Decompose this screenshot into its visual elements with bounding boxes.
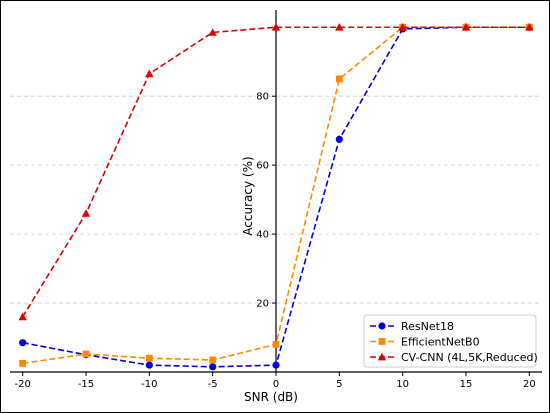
y-axis-title: Accuracy (%) bbox=[241, 156, 255, 235]
data-point bbox=[271, 23, 281, 31]
data-point bbox=[272, 361, 280, 369]
data-point bbox=[145, 69, 154, 78]
x-tick-label: -20 bbox=[14, 379, 30, 390]
legend-label: ResNet18 bbox=[401, 320, 454, 333]
data-point bbox=[82, 350, 90, 358]
legend-label: CV-CNN (4L,5K,Reduced) bbox=[401, 351, 538, 364]
data-point bbox=[272, 341, 280, 348]
data-point bbox=[81, 209, 91, 217]
x-axis-title: SNR (dB) bbox=[244, 390, 298, 404]
x-tick-label: 0 bbox=[273, 379, 279, 390]
x-tick-label: -15 bbox=[78, 379, 94, 390]
y-tick-label: 80 bbox=[256, 92, 269, 103]
legend-swatch-marker bbox=[378, 338, 386, 345]
data-point bbox=[461, 23, 471, 31]
data-point bbox=[525, 23, 534, 31]
series-layer bbox=[18, 23, 534, 371]
legend-item: CV-CNN (4L,5K,Reduced) bbox=[370, 351, 538, 364]
legend-swatch-marker bbox=[377, 352, 387, 361]
legend-box bbox=[363, 314, 537, 368]
legend-item: EfficientNetB0 bbox=[370, 336, 480, 349]
legend-item: ResNet18 bbox=[370, 320, 454, 333]
data-point bbox=[18, 312, 27, 321]
x-tick-label: -5 bbox=[208, 379, 218, 390]
data-point bbox=[335, 75, 343, 83]
legend-swatch-marker bbox=[378, 322, 386, 330]
x-tick-label: 5 bbox=[336, 379, 342, 390]
data-point bbox=[145, 361, 153, 369]
legend: ResNet18 EfficientNetB0 CV-CNN (4L,5K,Redu… bbox=[363, 314, 538, 368]
data-point bbox=[398, 23, 407, 31]
data-point bbox=[335, 23, 344, 31]
data-point bbox=[209, 356, 217, 364]
y-tick-label: 40 bbox=[256, 230, 269, 241]
x-tick-label: -10 bbox=[141, 379, 157, 390]
y-tick-label: 60 bbox=[256, 161, 269, 172]
data-point bbox=[208, 28, 217, 36]
series-line bbox=[21, 26, 530, 318]
data-point bbox=[19, 339, 27, 347]
data-point bbox=[19, 359, 27, 367]
x-tick-label: 15 bbox=[460, 379, 473, 390]
data-point bbox=[209, 363, 217, 371]
y-axis-ticks: 20 40 60 80 bbox=[256, 92, 276, 310]
data-point bbox=[145, 354, 153, 362]
series-2 bbox=[18, 23, 534, 321]
x-tick-label: 10 bbox=[396, 379, 409, 390]
data-point bbox=[335, 135, 343, 143]
x-axis-ticks: -20 -15 -10 -5 0 5 10 15 20 bbox=[14, 372, 536, 390]
legend-label: EfficientNetB0 bbox=[401, 336, 480, 349]
y-tick-label: 20 bbox=[256, 299, 269, 310]
x-tick-label: 20 bbox=[523, 379, 536, 390]
